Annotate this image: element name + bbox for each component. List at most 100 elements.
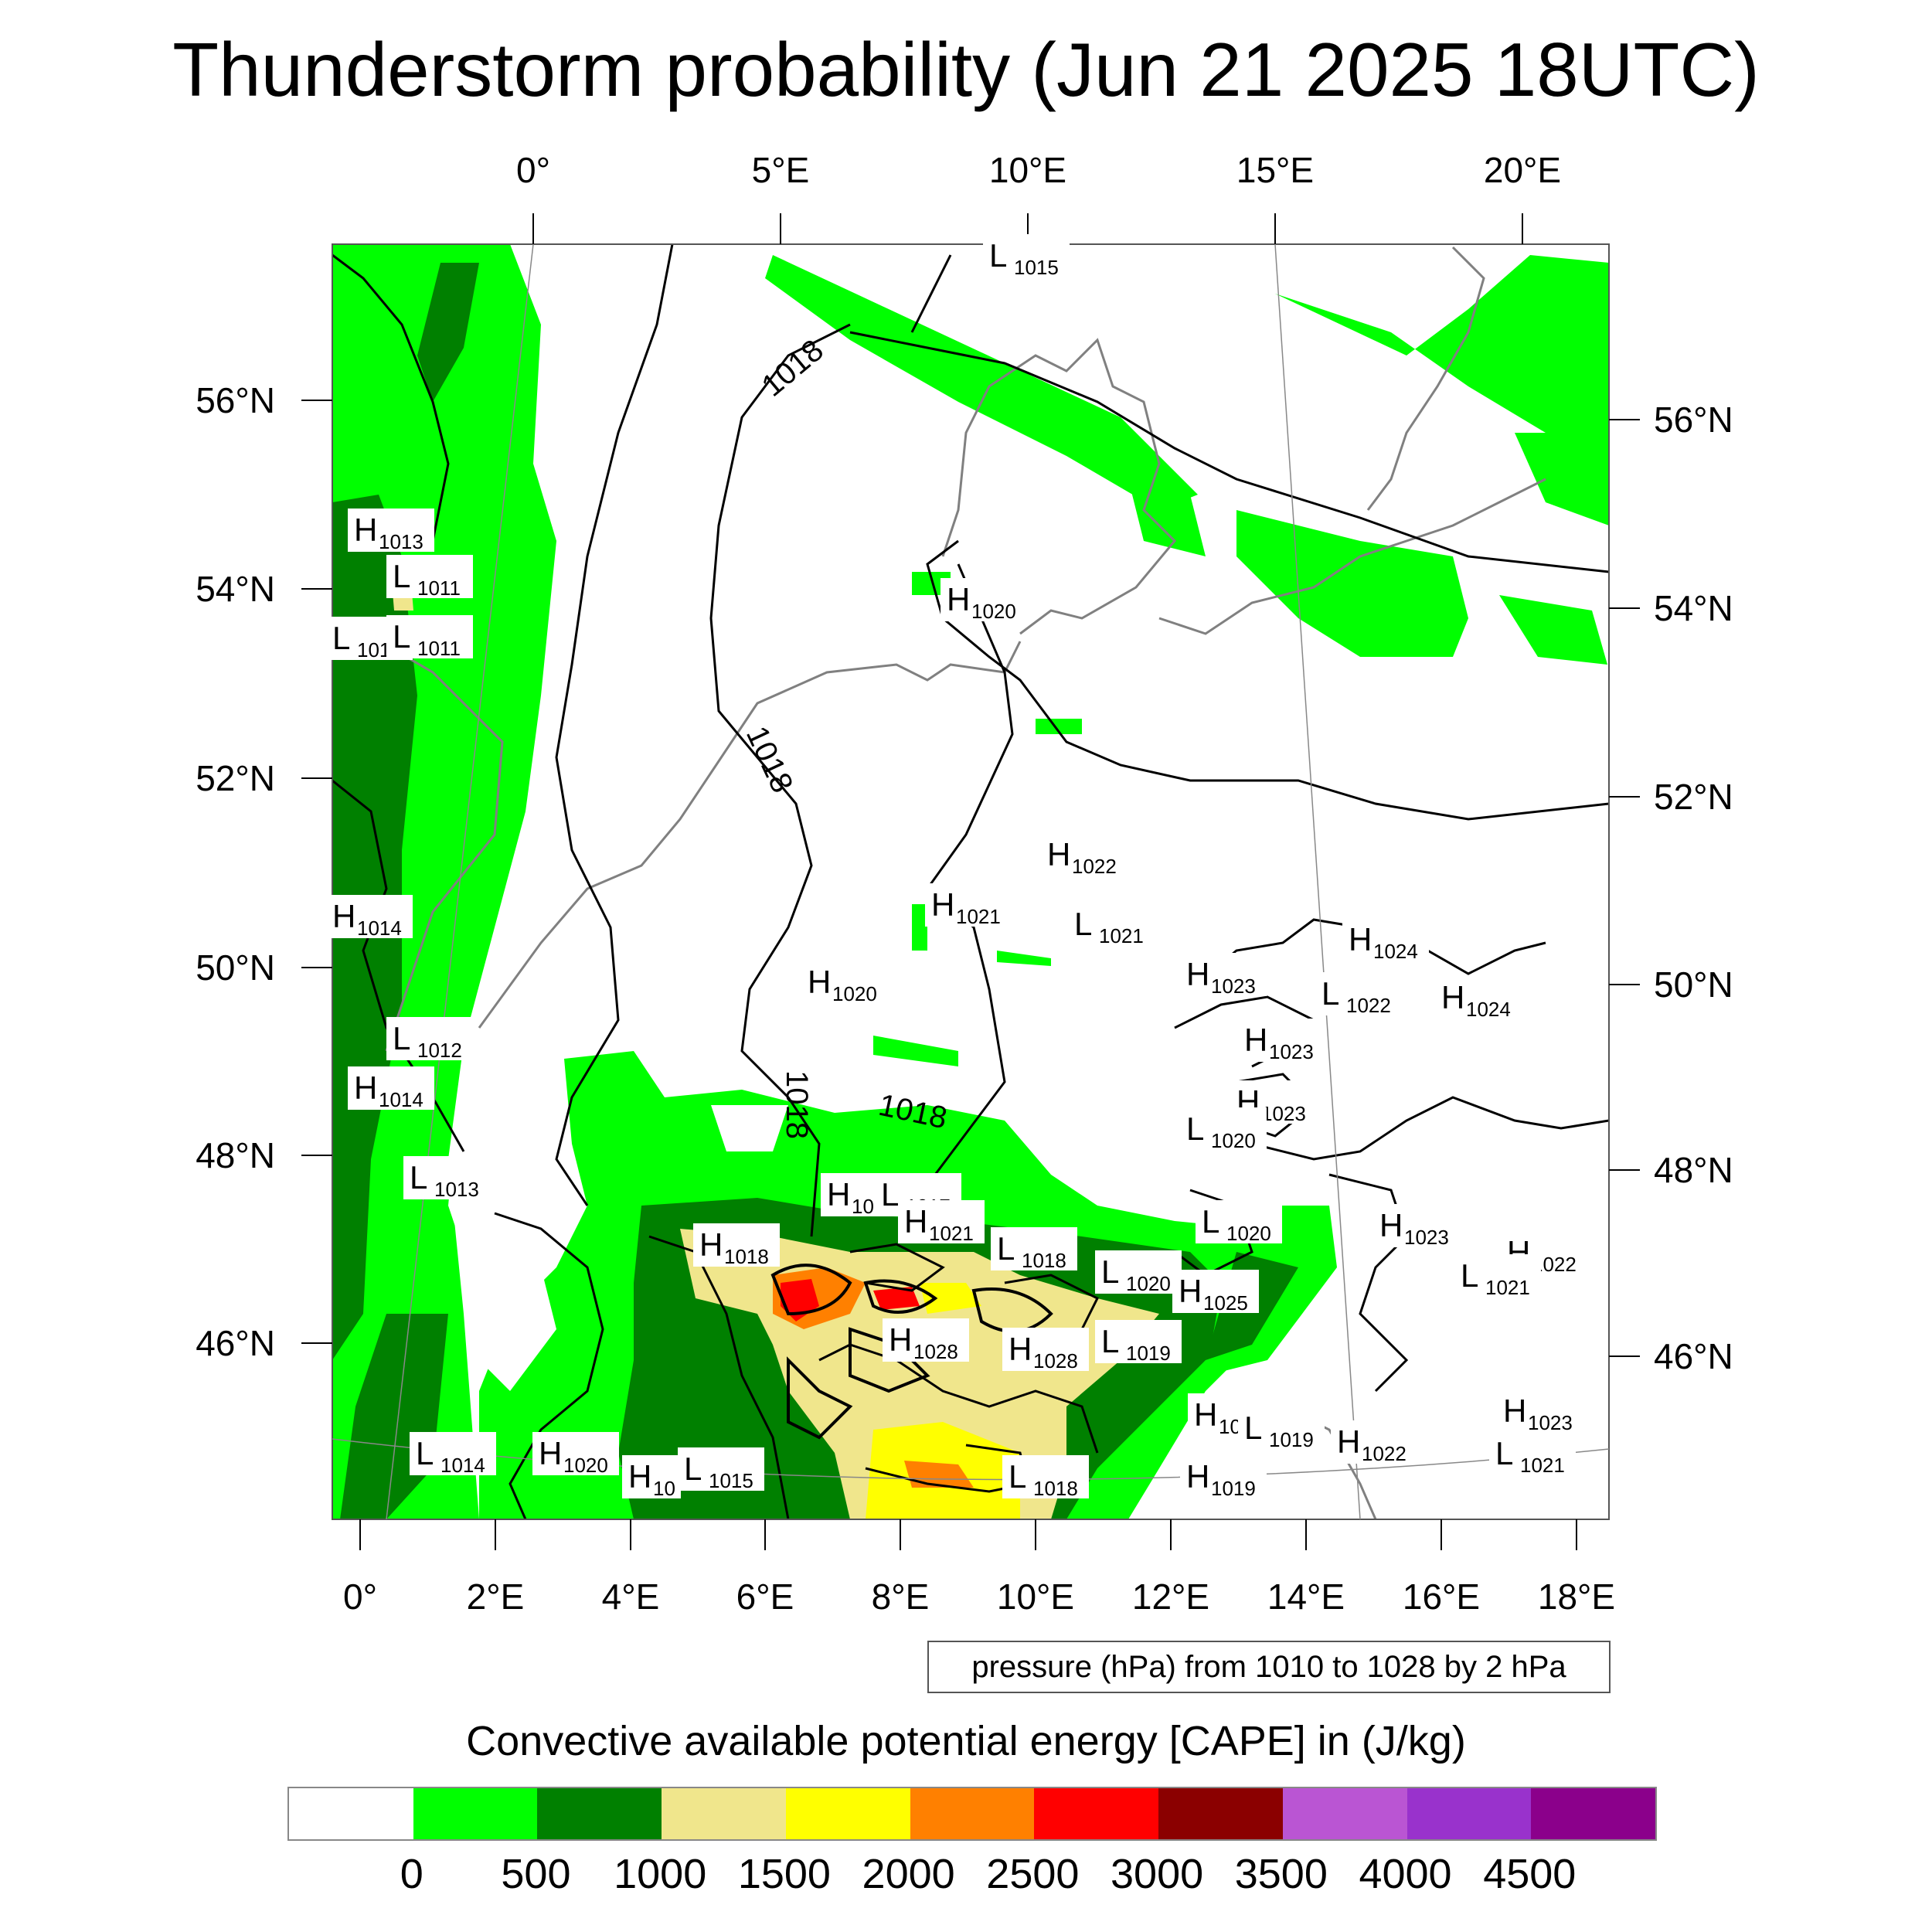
left-lat-label: 56°N [196, 380, 275, 420]
left-lat-labels: 56°N 54°N 52°N 50°N 48°N 46°N [196, 380, 275, 1363]
low-pressure-label: L 1019 [1238, 1406, 1325, 1451]
high-pressure-label: H 1021 [925, 883, 1012, 928]
pressure-type: L [1321, 975, 1339, 1012]
pressure-type: H [1179, 1273, 1202, 1309]
pressure-value: 1024 [1466, 998, 1511, 1021]
cape-area-small4 [997, 951, 1051, 966]
right-lat-label: 52°N [1654, 777, 1733, 817]
pressure-value: 1020 [1226, 1222, 1271, 1245]
low-pressure-label: L 1020 [1196, 1200, 1282, 1245]
low-pressure-label: L 1011 [386, 615, 473, 660]
bottom-lon-label: 16°E [1403, 1577, 1480, 1617]
cape-area-ne [1275, 255, 1609, 433]
low-pressure-label: L 1022 [1315, 972, 1402, 1017]
low-pressure-label: L 1020 [1095, 1250, 1182, 1295]
pressure-value: 1028 [913, 1340, 958, 1363]
isobars [332, 244, 1609, 1519]
pressure-type: L [416, 1435, 434, 1471]
right-lat-label: 48°N [1654, 1150, 1733, 1190]
pressure-value: 1021 [1520, 1454, 1565, 1477]
pressure-type: H [1009, 1331, 1032, 1367]
colorbar-box [1282, 1788, 1407, 1839]
colorbar-tick-label: 4000 [1359, 1851, 1452, 1897]
left-lat-label: 46°N [196, 1323, 275, 1363]
colorbar-tick-label: 3000 [1111, 1851, 1204, 1897]
isobar-label: 1018 [780, 1070, 814, 1139]
colorbar-box [1034, 1788, 1159, 1839]
pressure-type: H [1244, 1022, 1267, 1058]
low-pressure-label: L 1020 [1180, 1107, 1267, 1152]
high-pressure-label: H 1028 [1002, 1328, 1089, 1372]
cape-area-west-strip [417, 263, 479, 402]
top-lon-label: 20°E [1484, 150, 1561, 190]
colorbar-tick-label: 3500 [1234, 1851, 1328, 1897]
pressure-value: 1014 [357, 917, 402, 940]
pressure-type: H [904, 1203, 927, 1240]
top-lon-labels: 0° 5°E 10°E 15°E 20°E [516, 150, 1561, 190]
pressure-type: L [332, 620, 350, 656]
colorbar-tick-label: 2000 [862, 1851, 955, 1897]
pressure-value: 1024 [1373, 940, 1418, 963]
bottom-lon-label: 6°E [736, 1577, 794, 1617]
legend-caption: Convective available potential energy [C… [466, 1718, 1466, 1764]
low-pressure-label: L 1021 [1489, 1432, 1576, 1477]
bottom-lon-label: 10°E [997, 1577, 1074, 1617]
high-pressure-label: H 1020 [801, 961, 888, 1005]
pressure-type: H [1194, 1396, 1217, 1433]
pressure-type: H [827, 1176, 850, 1213]
cape-colorbar [287, 1787, 1657, 1841]
left-lat-label: 50°N [196, 947, 275, 988]
cape-area-small2 [1036, 719, 1082, 734]
pressure-type: H [354, 1070, 377, 1106]
low-pressure-label: L 1018 [1002, 1455, 1089, 1500]
pressure-value: 1015 [709, 1469, 753, 1492]
colorbar-tick-label: 4500 [1483, 1851, 1577, 1897]
high-pressure-label: H 1028 [883, 1318, 969, 1363]
pressure-value: 1012 [417, 1039, 462, 1062]
pressure-value: 1023 [1528, 1411, 1573, 1434]
low-pressure-label: L 1018 [991, 1227, 1077, 1272]
high-pressure-label: H 1023 [1180, 953, 1267, 998]
low-pressure-label: L 1012 [386, 1017, 473, 1062]
high-pressure-label: H 1018 [693, 1223, 780, 1268]
pressure-type: H [354, 512, 377, 548]
pressure-type: H [539, 1435, 562, 1471]
pressure-type: H [1379, 1207, 1403, 1243]
pressure-type: L [393, 558, 410, 594]
low-pressure-label: L 1021 [1068, 903, 1155, 947]
high-pressure-label: H 1022 [1041, 833, 1128, 878]
pressure-value: 1011 [417, 577, 461, 600]
pressure-value: 1021 [956, 905, 1001, 928]
colorbar-box [1531, 1788, 1656, 1839]
high-pressure-label: H 1023 [1373, 1204, 1460, 1249]
pressure-type: L [989, 237, 1007, 274]
high-pressure-label: H 10 [821, 1173, 879, 1218]
pressure-type: H [808, 964, 831, 1000]
pressure-type: L [1101, 1253, 1119, 1290]
pressure-value: 10 [852, 1195, 874, 1218]
bottom-lon-label: 0° [343, 1577, 377, 1617]
high-pressure-label: H 1021 [898, 1200, 985, 1245]
pressure-type: H [889, 1321, 912, 1358]
cape-area-small3 [912, 904, 927, 951]
map-title: Thunderstorm probability (Jun 21 2025 18… [172, 27, 1760, 112]
pressure-type: L [1495, 1435, 1513, 1471]
pressure-value: 1023 [1211, 975, 1256, 998]
pressure-type: H [931, 886, 954, 923]
pressure-value: 1021 [1099, 924, 1144, 947]
contour-note: pressure (hPa) from 1010 to 1028 by 2 hP… [927, 1641, 1611, 1693]
colorbar-tick-label: 2500 [986, 1851, 1080, 1897]
left-lat-label: 52°N [196, 758, 275, 798]
high-pressure-label: H 1020 [532, 1432, 619, 1477]
high-pressure-label: H 1025 [1172, 1270, 1259, 1315]
pressure-value: 1019 [1269, 1428, 1314, 1451]
colorbar-box [537, 1788, 662, 1839]
colorbar-tick-label: 0 [400, 1851, 423, 1897]
high-pressure-label: H 1024 [1435, 976, 1522, 1021]
pressure-value: 1013 [434, 1178, 479, 1201]
colorbar-box [1158, 1788, 1283, 1839]
pressure-value: 1019 [1126, 1342, 1171, 1365]
low-pressure-label: L 1021 [1454, 1254, 1541, 1299]
pressure-value: 1015 [1014, 256, 1059, 279]
